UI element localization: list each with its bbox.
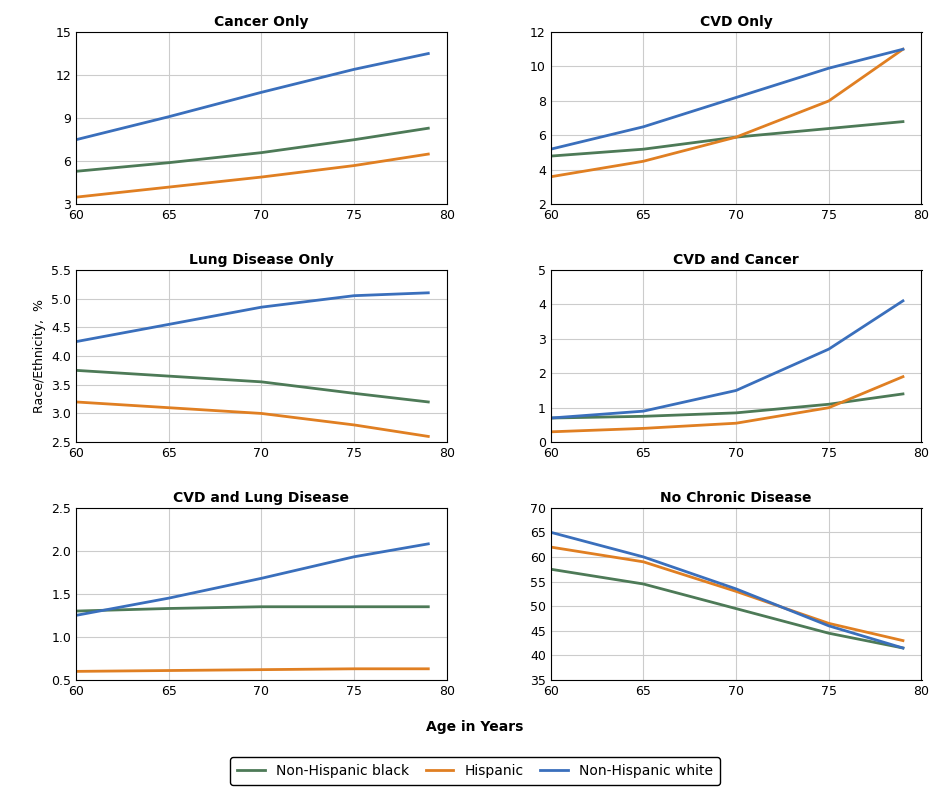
Title: CVD Only: CVD Only	[700, 15, 772, 30]
Legend: Non-Hispanic black, Hispanic, Non-Hispanic white: Non-Hispanic black, Hispanic, Non-Hispan…	[230, 757, 720, 785]
Y-axis label: Race/Ethnicity,  %: Race/Ethnicity, %	[32, 299, 46, 413]
Title: Cancer Only: Cancer Only	[214, 15, 309, 30]
Title: No Chronic Disease: No Chronic Disease	[660, 491, 812, 505]
Title: CVD and Cancer: CVD and Cancer	[674, 254, 799, 267]
Text: Age in Years: Age in Years	[427, 720, 523, 734]
Title: CVD and Lung Disease: CVD and Lung Disease	[174, 491, 350, 505]
Title: Lung Disease Only: Lung Disease Only	[189, 254, 333, 267]
